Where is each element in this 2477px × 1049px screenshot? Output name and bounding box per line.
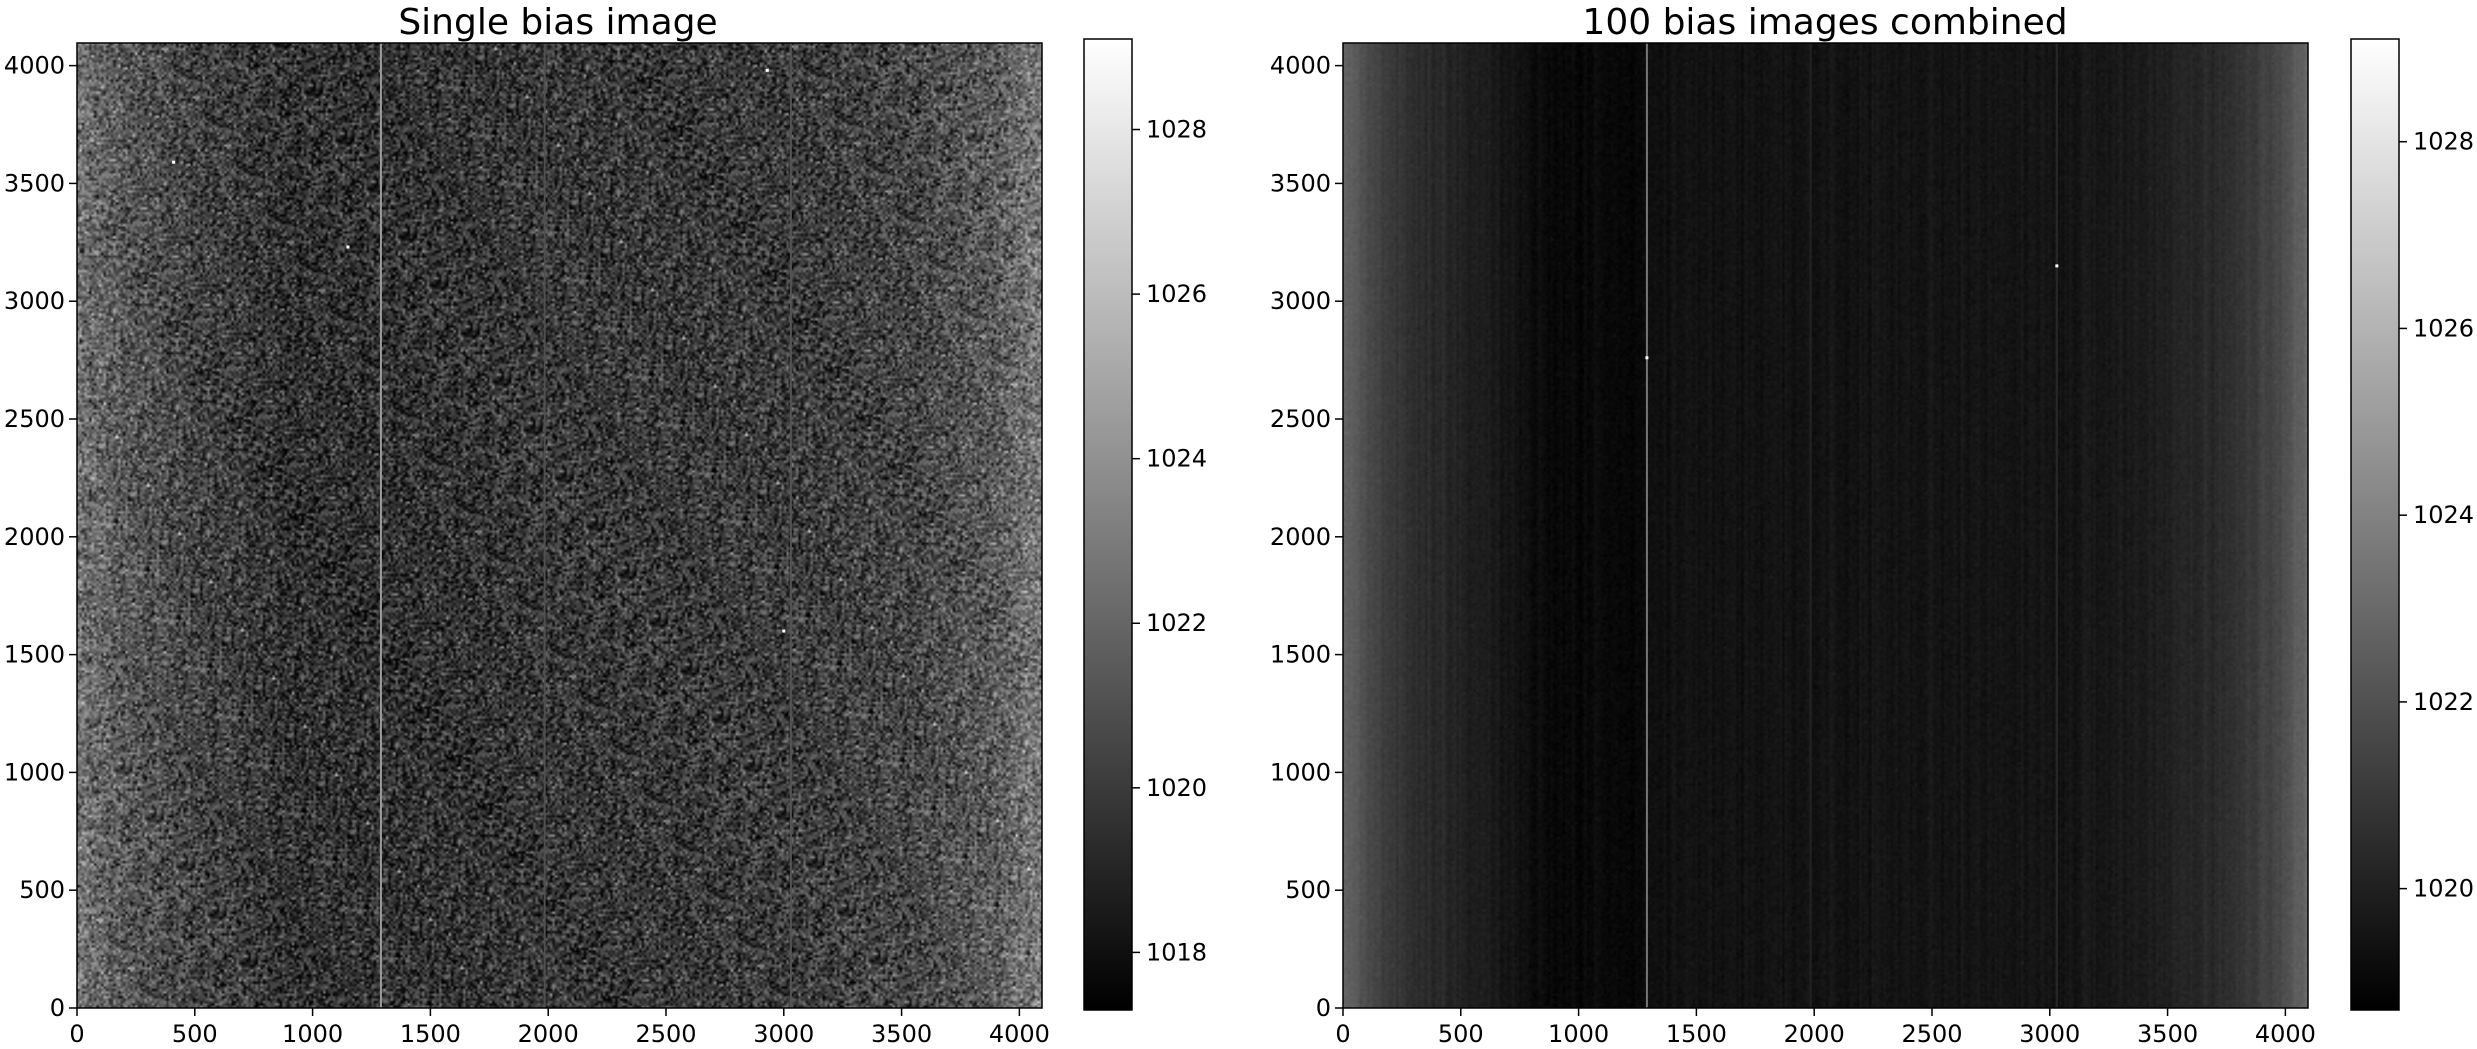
colorbar-gradient — [1083, 38, 1133, 1011]
x-tick-label: 0 — [1335, 1020, 1350, 1048]
colorbar-tick-label: 1028 — [2413, 128, 2474, 156]
colorbar-tick-label: 1026 — [2413, 314, 2474, 342]
panel-single-bias: Single bias image 0 500 1000 1500 2000 2500 30… — [4, 2, 1207, 1048]
x-tick-label: 4000 — [989, 1020, 1050, 1048]
x-tick-label: 3500 — [2137, 1020, 2198, 1048]
chart-title: Single bias image — [398, 2, 717, 43]
y-tick-label: 2000 — [4, 523, 65, 551]
x-tick-label: 1000 — [1548, 1020, 1609, 1048]
bright-column — [789, 43, 792, 1008]
y-tick-label: 1500 — [4, 641, 65, 669]
x-tick-label: 3000 — [2019, 1020, 2080, 1048]
x-tick-label: 500 — [1438, 1020, 1484, 1048]
image-area — [1342, 42, 2309, 1009]
bright-column — [1809, 43, 1812, 1008]
hot-pixel — [2055, 264, 2059, 268]
colorbar-tick-label: 1022 — [2413, 688, 2474, 716]
x-tick-label: 3000 — [753, 1020, 814, 1048]
colorbar-tick-label: 1020 — [1146, 774, 1207, 802]
plot-frame — [76, 42, 1043, 1009]
pixel-field — [77, 43, 1042, 1008]
bright-column — [379, 43, 382, 1008]
y-tick-label: 0 — [1316, 994, 1331, 1022]
axis-ticks: 0 500 1000 1500 2000 2500 3000 3500 4000 0 500 1000… — [4, 52, 1050, 1048]
axis-ticks: 0 500 1000 1500 2000 2500 3000 3500 4000 0 500 1000… — [1270, 52, 2316, 1048]
x-tick-label: 2000 — [1784, 1020, 1845, 1048]
hot-pixel — [765, 68, 769, 72]
hot-pixel — [172, 160, 176, 164]
pixel-field — [1343, 43, 2308, 1008]
colorbar: 1018 1020 1022 1024 1026 1028 — [1083, 38, 1207, 1011]
hot-pixel — [346, 245, 350, 249]
y-tick-label: 500 — [1285, 876, 1331, 904]
x-tick-label: 2000 — [518, 1020, 579, 1048]
colorbar-gradient — [2350, 38, 2400, 1011]
colorbar-tick-label: 1022 — [1146, 609, 1207, 637]
colorbar: 1020 1022 1024 1026 1028 — [2350, 38, 2474, 1011]
y-tick-label: 3500 — [1270, 169, 1331, 197]
y-tick-label: 0 — [50, 994, 65, 1022]
plot-frame — [1342, 42, 2309, 1009]
x-tick-label: 4000 — [2255, 1020, 2316, 1048]
y-tick-label: 2500 — [4, 405, 65, 433]
y-tick-label: 1000 — [1270, 758, 1331, 786]
y-tick-label: 4000 — [1270, 52, 1331, 80]
y-tick-label: 3500 — [4, 169, 65, 197]
y-tick-label: 2500 — [1270, 405, 1331, 433]
colorbar-tick-label: 1028 — [1146, 116, 1207, 144]
x-tick-label: 3500 — [871, 1020, 932, 1048]
colorbar-tick-label: 1026 — [1146, 280, 1207, 308]
x-tick-label: 0 — [69, 1020, 84, 1048]
x-tick-label: 1500 — [400, 1020, 461, 1048]
x-tick-label: 2500 — [635, 1020, 696, 1048]
bright-column — [1645, 43, 1648, 1008]
y-tick-label: 1000 — [4, 758, 65, 786]
y-tick-label: 1500 — [1270, 641, 1331, 669]
bright-column — [543, 43, 546, 1008]
image-area — [76, 42, 1043, 1009]
y-tick-label: 4000 — [4, 52, 65, 80]
bright-column — [2055, 43, 2058, 1008]
y-tick-label: 500 — [19, 876, 65, 904]
hot-pixel — [782, 629, 786, 633]
y-tick-label: 3000 — [1270, 287, 1331, 315]
colorbar-tick-label: 1024 — [2413, 501, 2474, 529]
panel-combined-bias: 100 bias images combined 0 500 1000 1500 200… — [1270, 2, 2474, 1048]
x-tick-label: 500 — [172, 1020, 218, 1048]
chart-title: 100 bias images combined — [1582, 2, 2067, 43]
x-tick-label: 1500 — [1666, 1020, 1727, 1048]
colorbar-tick-label: 1024 — [1146, 445, 1207, 473]
hot-pixel — [1645, 356, 1649, 360]
y-tick-label: 3000 — [4, 287, 65, 315]
x-tick-label: 1000 — [282, 1020, 343, 1048]
y-tick-label: 2000 — [1270, 523, 1331, 551]
x-tick-label: 2500 — [1901, 1020, 1962, 1048]
colorbar-tick-label: 1020 — [2413, 875, 2474, 903]
colorbar-tick-label: 1018 — [1146, 938, 1207, 966]
